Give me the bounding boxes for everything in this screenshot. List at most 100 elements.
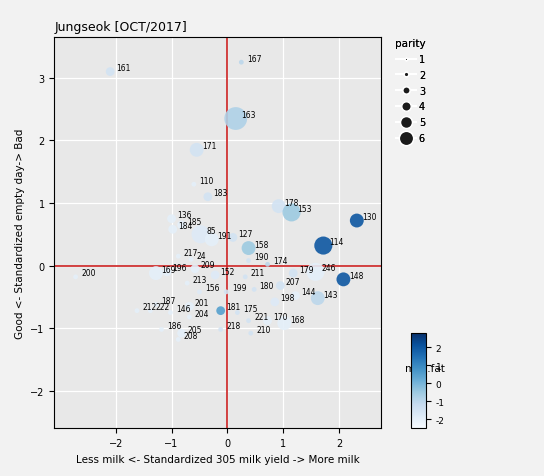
Text: 200: 200 (81, 269, 96, 278)
Text: 153: 153 (297, 205, 312, 214)
Point (250, 286, 258, 294)
Text: 209: 209 (201, 261, 215, 270)
Text: 144: 144 (301, 288, 316, 297)
Point (187, 256, 195, 264)
Legend: 1, 2, 3, 4, 5, 6: 1, 2, 3, 4, 5, 6 (395, 39, 426, 144)
Text: 169: 169 (162, 265, 176, 274)
Text: 158: 158 (254, 240, 269, 249)
Point (244, 317, 253, 325)
Text: 218: 218 (226, 321, 240, 330)
Text: 85: 85 (206, 227, 216, 236)
Text: 199: 199 (232, 284, 246, 293)
Text: 114: 114 (329, 238, 343, 247)
Point (217, 326, 225, 334)
Text: 24: 24 (196, 251, 206, 260)
Point (152, 270, 160, 278)
Point (71, 273, 80, 281)
Point (319, 242, 327, 250)
Text: 217: 217 (184, 248, 198, 257)
Point (193, 147, 201, 154)
Text: 161: 161 (116, 64, 130, 73)
Text: 174: 174 (273, 257, 288, 266)
Text: 185: 185 (187, 217, 201, 226)
Point (166, 309, 175, 317)
Text: 163: 163 (242, 111, 256, 120)
Text: milk.fat: milk.fat (405, 364, 445, 374)
Point (217, 307, 225, 315)
Text: 146: 146 (176, 305, 190, 314)
Text: 181: 181 (226, 303, 240, 312)
Text: 201: 201 (195, 298, 209, 307)
Y-axis label: Good <- Standardized empty day-> Bad: Good <- Standardized empty day-> Bad (15, 128, 24, 338)
Text: 196: 196 (172, 264, 187, 273)
Point (244, 245, 253, 252)
Text: 143: 143 (323, 290, 338, 299)
Point (276, 282, 285, 290)
Point (211, 272, 219, 279)
Text: 221: 221 (254, 313, 268, 322)
Point (185, 303, 194, 310)
Point (287, 209, 296, 217)
Point (152, 301, 160, 308)
Text: 171: 171 (202, 142, 217, 151)
Text: 190: 190 (254, 253, 269, 262)
Text: 148: 148 (349, 271, 363, 280)
Point (274, 203, 283, 210)
Text: 180: 180 (259, 281, 274, 290)
Point (280, 320, 289, 327)
Text: 184: 184 (178, 221, 193, 230)
Text: 204: 204 (195, 309, 209, 318)
Point (133, 307, 141, 315)
Point (177, 222, 186, 229)
Point (195, 288, 204, 296)
Point (291, 292, 300, 300)
Point (146, 307, 154, 315)
Point (174, 253, 183, 260)
Point (106, 69, 115, 76)
Text: 167: 167 (247, 55, 261, 64)
Point (233, 309, 242, 317)
Point (228, 234, 237, 242)
Text: 170: 170 (273, 313, 288, 322)
Point (231, 116, 240, 123)
Point (246, 330, 255, 337)
Point (222, 288, 231, 296)
Text: 156: 156 (205, 284, 220, 293)
Point (168, 226, 177, 234)
Point (270, 298, 279, 306)
Text: 210: 210 (256, 325, 271, 334)
Text: 186: 186 (167, 321, 182, 330)
Text: 213: 213 (193, 275, 207, 284)
Text: 127: 127 (238, 229, 253, 238)
Text: 130: 130 (362, 213, 377, 222)
Point (263, 317, 272, 325)
Point (189, 181, 198, 188)
Point (196, 231, 205, 238)
Text: 246: 246 (321, 264, 336, 273)
Point (157, 326, 166, 334)
X-axis label: Less milk <- Standardized 305 milk yield -> More milk: Less milk <- Standardized 305 milk yield… (76, 454, 360, 464)
Point (244, 257, 253, 265)
Point (167, 215, 176, 223)
Point (353, 217, 361, 225)
Text: 178: 178 (285, 198, 299, 208)
Point (311, 268, 320, 276)
Point (163, 268, 171, 276)
Text: 191: 191 (217, 231, 232, 240)
Point (177, 330, 186, 337)
Point (207, 236, 216, 244)
Text: 212: 212 (143, 303, 157, 312)
Text: 110: 110 (200, 177, 214, 186)
Text: 211: 211 (251, 269, 265, 278)
Text: 198: 198 (280, 294, 295, 303)
Text: 187: 187 (162, 297, 176, 306)
Point (183, 280, 191, 288)
Point (339, 276, 348, 284)
Point (241, 273, 250, 281)
Point (185, 313, 194, 321)
Point (237, 59, 246, 67)
Text: 175: 175 (243, 305, 257, 314)
Text: 222: 222 (156, 303, 170, 312)
Point (263, 261, 272, 268)
Text: 208: 208 (184, 331, 198, 340)
